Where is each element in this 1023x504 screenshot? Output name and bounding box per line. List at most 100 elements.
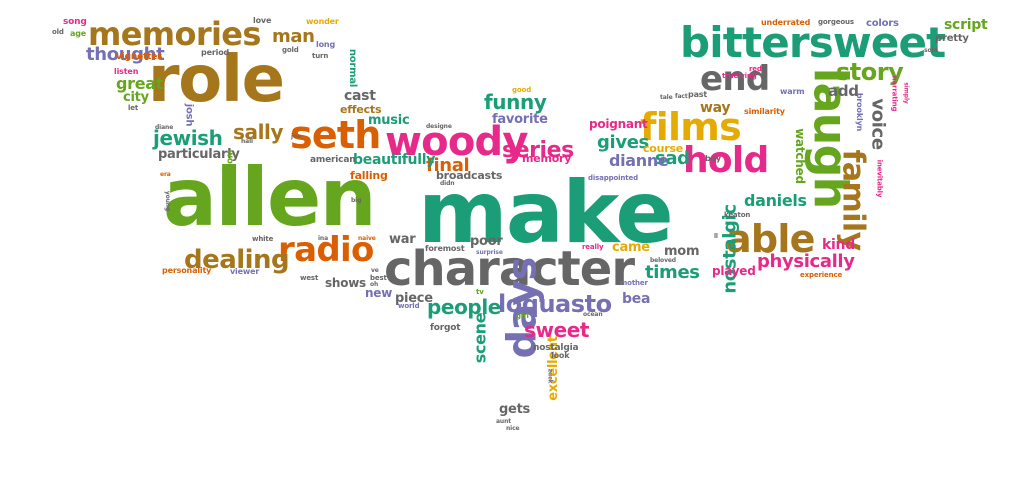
word-gold: gold [282, 46, 299, 54]
word-really: really [582, 243, 604, 251]
word-didn: didn [440, 180, 455, 187]
word-good: good [512, 86, 532, 94]
word-wonderful: wonderful [224, 149, 235, 200]
word-gives: gives [597, 132, 649, 153]
word-falling: falling [350, 169, 388, 182]
word-young: young [164, 190, 172, 212]
word-end: end [700, 59, 770, 99]
word-nice: nice [506, 425, 520, 432]
word-naive: naive [358, 235, 376, 242]
word-wonder: wonder [306, 17, 339, 26]
word-radio: radio [278, 230, 374, 270]
word-sweet: sweet [524, 318, 590, 342]
word-simply: simply [902, 82, 910, 104]
word-turn: turn [312, 52, 329, 60]
word-films: films [640, 105, 742, 149]
word-beautifully: beautifully [353, 152, 436, 168]
word-city: city [123, 90, 149, 105]
word-boy: boy [705, 154, 721, 163]
word-poignant: poignant [589, 117, 648, 131]
word-best: best [370, 274, 387, 282]
word-normal: normal [347, 48, 359, 88]
word-vignettes: vignettes [116, 52, 163, 62]
word-kind: kind [822, 237, 855, 253]
word-seth: seth [290, 113, 381, 157]
word-watched: watched [792, 128, 807, 184]
word-disappointed: disappointed [588, 174, 638, 182]
word-man: man [272, 26, 315, 47]
word-period: period [201, 48, 230, 57]
word-pretty: pretty [935, 33, 969, 44]
word-script: script [944, 17, 988, 33]
word-new: new [365, 286, 393, 300]
word-long: long [316, 40, 336, 49]
word-bea: bea [622, 291, 651, 307]
word-dealing: dealing [184, 245, 290, 275]
word-look: look [551, 351, 570, 360]
word-personality: personality [162, 266, 212, 275]
word-forgot: forgot [430, 323, 461, 333]
word-underrated: underrated [761, 18, 811, 27]
word-piece: piece [395, 291, 433, 306]
word-ve: ve [371, 267, 379, 274]
word-memories: memories [88, 15, 261, 53]
word-world: world [398, 302, 420, 310]
word-loquasto: loquasto [498, 290, 612, 318]
word-make: make [418, 163, 674, 263]
word-people: people [427, 295, 501, 319]
word-big: big [351, 197, 362, 204]
word-inevitably: inevitably [875, 159, 884, 198]
word-music: music [368, 113, 410, 128]
word-warm: warm [780, 87, 805, 96]
word-scene: scene [470, 312, 490, 364]
word-course: course [643, 142, 684, 155]
word-narrating: narrating [890, 75, 899, 112]
word-times: times [645, 262, 700, 283]
word-white: white [252, 235, 274, 243]
word-beloved: beloved [650, 257, 676, 264]
word-truelving: truelving [722, 72, 757, 80]
word-effects: effects [340, 103, 382, 116]
word-particularly: particularly [158, 147, 240, 162]
word-allen: allen [163, 151, 377, 244]
word-family: family [835, 149, 871, 251]
word-brooklyn: brooklyn [855, 92, 865, 132]
word-great: great [116, 74, 164, 93]
word-ocean: ocean [583, 311, 603, 318]
word-sold: sold [924, 47, 938, 54]
word-fact: fact [675, 93, 688, 100]
word-sally: sally [233, 120, 284, 144]
word-character: character [384, 241, 635, 297]
word-tale: tale [660, 94, 673, 101]
word-surprise: surprise [476, 249, 503, 256]
word-thought: thought [86, 44, 165, 65]
word-played: played [712, 264, 756, 278]
word-able: able [726, 217, 815, 261]
word-girl: girl [516, 312, 529, 320]
word-dianne: dianne [609, 151, 669, 170]
word-series: series [502, 138, 574, 163]
word-bittersweet: bittersweet [680, 18, 946, 67]
word-cast: cast [344, 88, 376, 104]
word-jewish: jewish [153, 126, 223, 150]
word-love: love [253, 16, 272, 25]
word-red: red [749, 65, 762, 73]
word-joe: joe [291, 133, 301, 140]
word-aunt: aunt [496, 418, 511, 425]
word-nostalgia: nostalgia [533, 343, 579, 353]
word-gets: gets [499, 402, 531, 417]
word-josh: josh [183, 103, 195, 127]
word-mother: mother [620, 279, 648, 287]
word-similarity: similarity [744, 107, 785, 116]
word-colors: colors [866, 18, 899, 29]
word-age: age [70, 29, 87, 38]
word-funny: funny [484, 90, 547, 114]
word-ina: ina [318, 235, 329, 242]
word-old: old [52, 28, 64, 36]
word-gorgeous: gorgeous [818, 18, 854, 26]
word-designe: designe [426, 123, 452, 130]
word-oh: oh [370, 281, 379, 288]
word-shows: shows [325, 276, 366, 290]
word-woody: woody [385, 119, 528, 165]
word-broadcasts: broadcasts [436, 169, 503, 182]
